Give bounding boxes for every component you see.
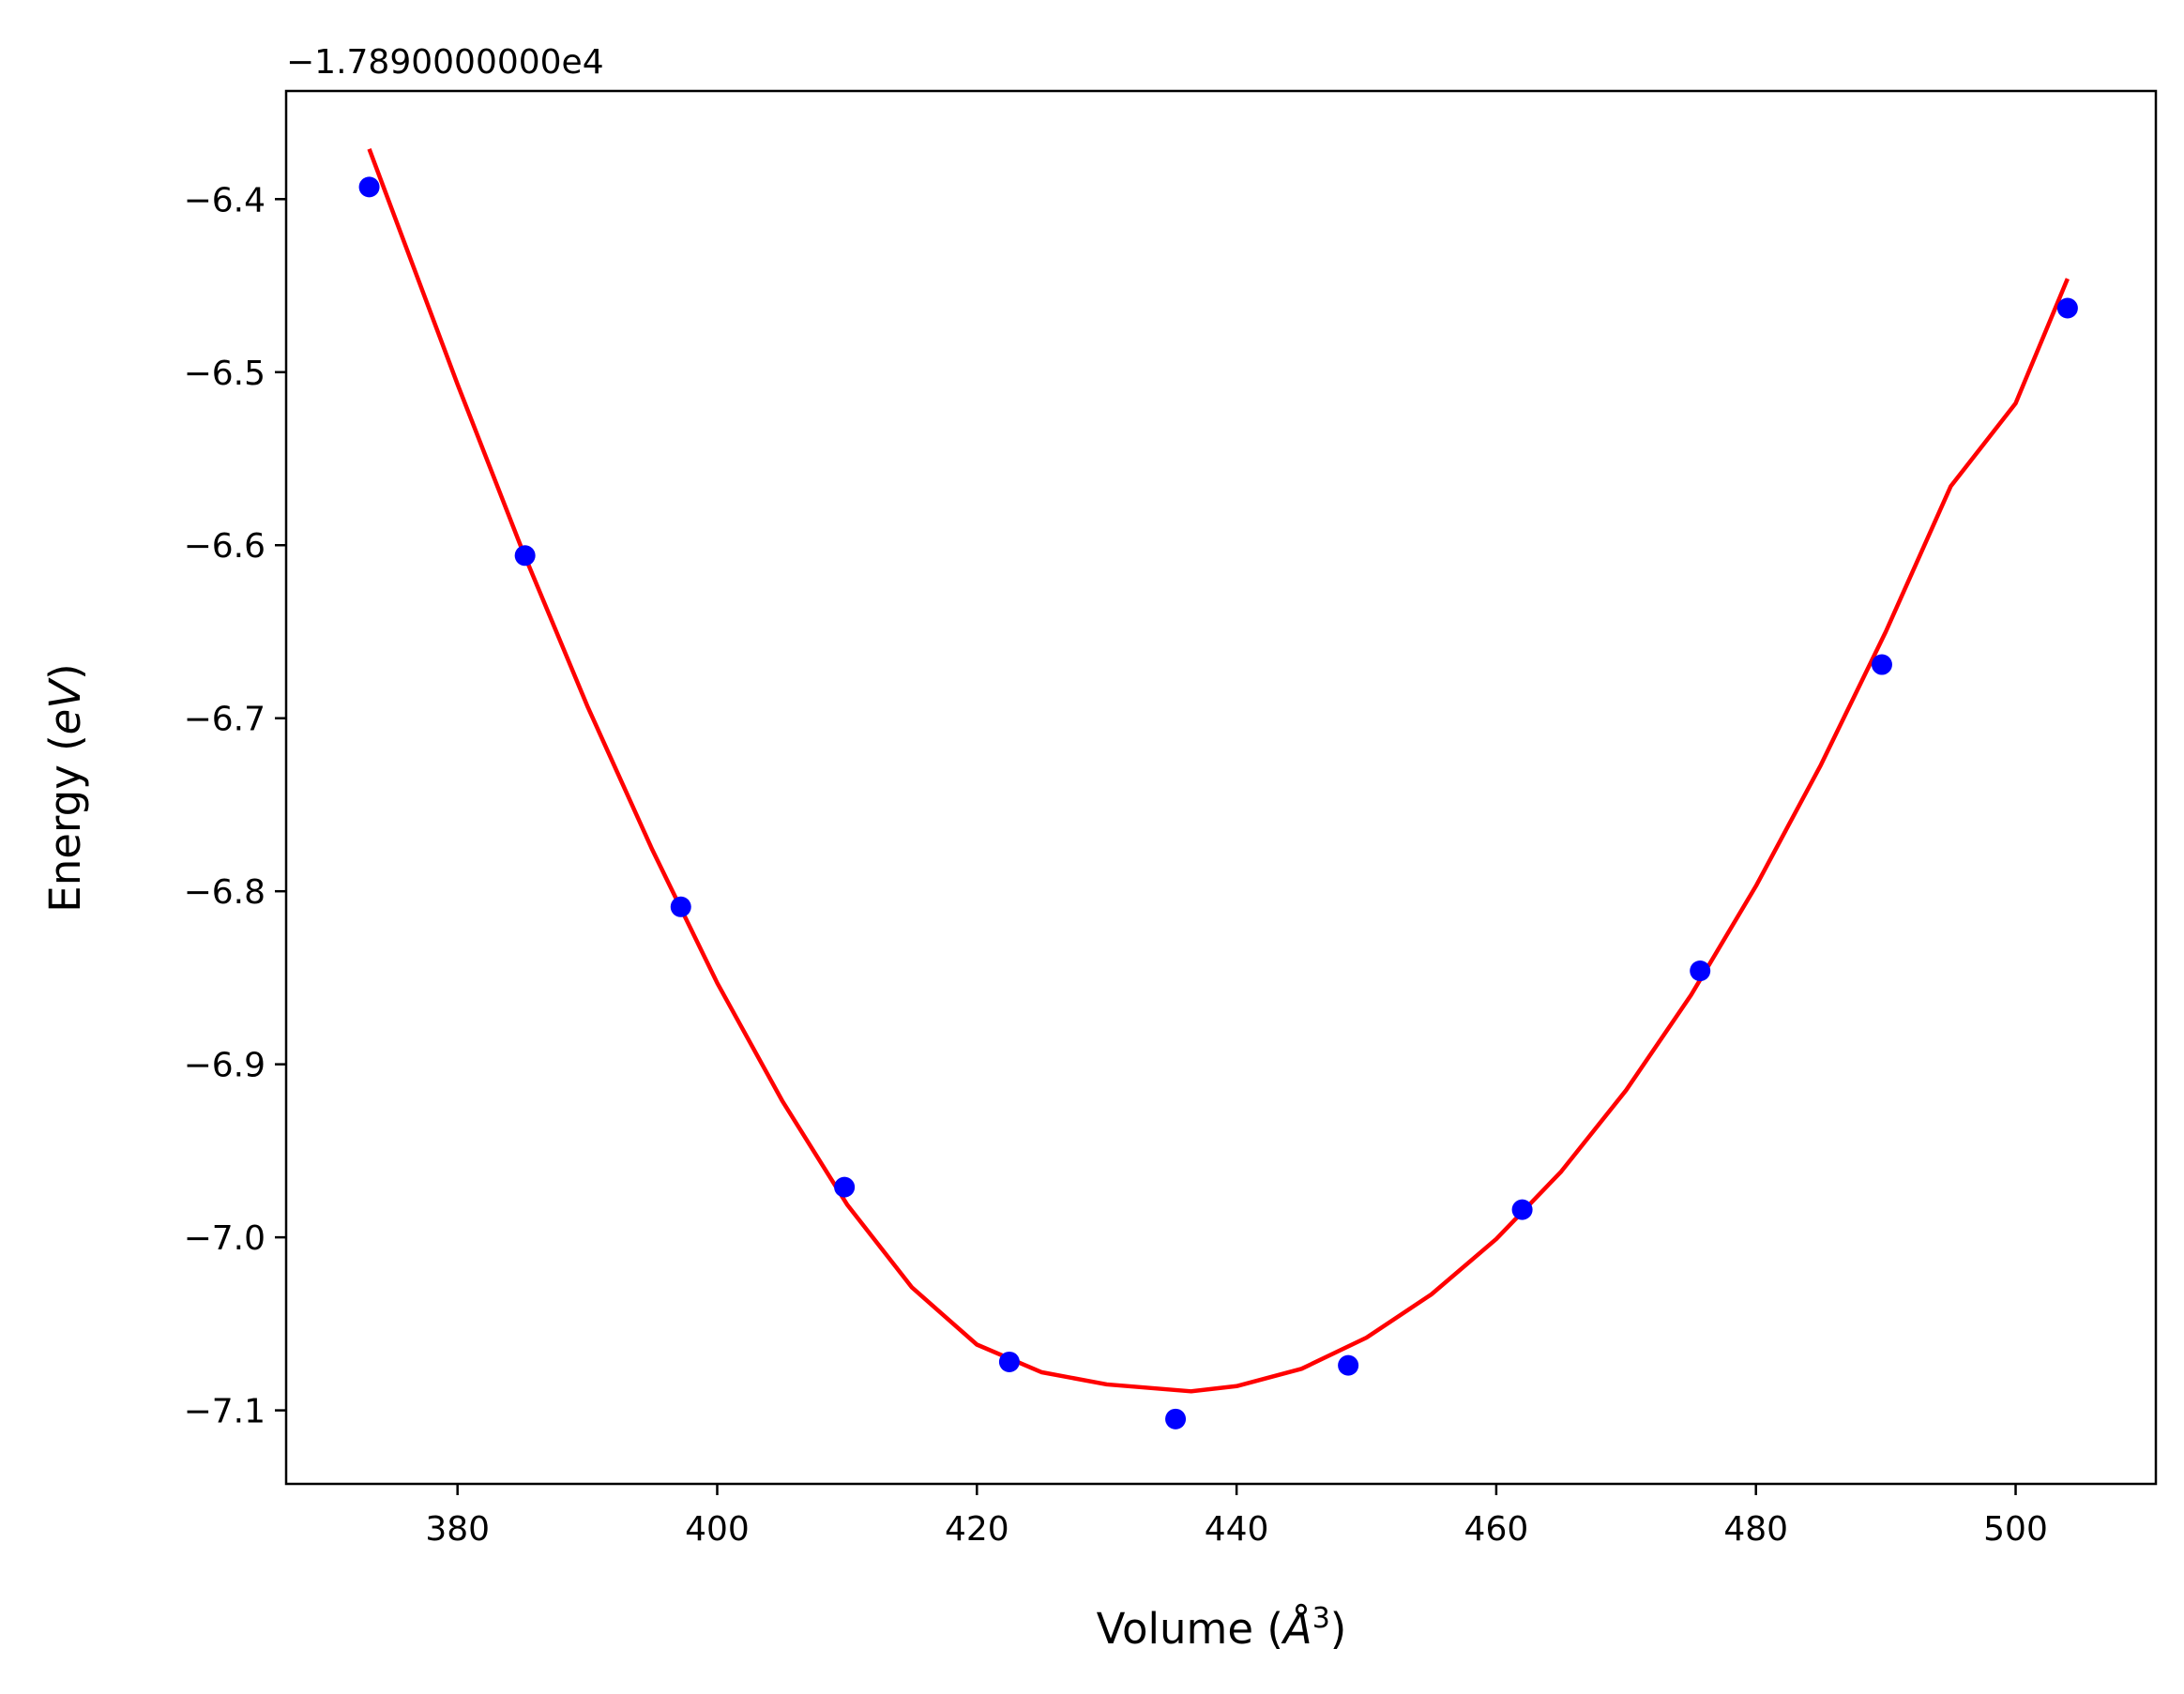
data-point [834, 1176, 856, 1198]
data-point [514, 545, 536, 567]
x-axis-ticks: 380 400 420 440 460 480 500 [425, 1484, 2048, 1549]
x-tick-label: 380 [425, 1510, 490, 1549]
x-axis-label: Volume (Å3) [1097, 1602, 1347, 1655]
y-axis-label: Energy (eV) [40, 663, 90, 912]
y-tick-label: −7.0 [184, 1219, 265, 1258]
data-point [670, 896, 691, 917]
fit-curve-layer [367, 148, 2070, 1394]
data-point [2056, 297, 2078, 319]
data-point [358, 176, 380, 198]
x-tick-label: 500 [1983, 1510, 2048, 1549]
fit-curve-line [367, 148, 2070, 1394]
x-tick-label: 460 [1464, 1510, 1529, 1549]
data-point [1338, 1354, 1359, 1376]
x-tick-label: 420 [945, 1510, 1009, 1549]
axes-frame [284, 89, 2158, 1486]
data-points-layer [358, 176, 2078, 1429]
y-tick-label: −6.8 [184, 873, 265, 912]
x-tick-label: 440 [1205, 1510, 1269, 1549]
data-point [998, 1351, 1020, 1372]
y-tick-label: −6.9 [184, 1047, 265, 1085]
y-tick-label: −6.4 [184, 181, 265, 219]
y-tick-label: −6.6 [184, 527, 265, 566]
data-point [1871, 654, 1892, 675]
y-tick-label: −7.1 [184, 1393, 265, 1431]
y-axis-offset-label: −1.7890000000e4 [286, 43, 604, 82]
data-point [1690, 960, 1711, 982]
y-tick-label: −6.5 [184, 355, 265, 393]
data-point [1165, 1408, 1187, 1429]
x-tick-label: 400 [685, 1510, 750, 1549]
x-tick-label: 480 [1723, 1510, 1788, 1549]
data-point [1511, 1199, 1533, 1220]
y-tick-label: −6.7 [184, 701, 265, 739]
y-axis-ticks: −6.4 −6.5 −6.6 −6.7 −6.8 −6.9 −7.0 −7.1 [184, 181, 286, 1431]
